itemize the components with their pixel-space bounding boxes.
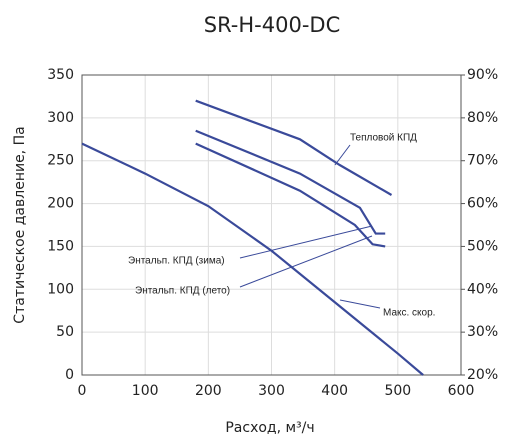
series-label: Энтальп. КПД (лето) (135, 286, 230, 297)
y2-tick-label: 40% (467, 281, 498, 297)
y2-tick-label: 80% (467, 110, 498, 126)
y2-tick-label: 60% (467, 196, 498, 212)
chart-title: SR-H-400-DC (204, 13, 341, 37)
x-tick-label: 500 (384, 383, 411, 399)
leader-line (339, 299, 381, 309)
leader-line (239, 235, 373, 288)
series-label: Тепловой КПД (350, 133, 417, 144)
y-tick-label: 0 (65, 367, 74, 383)
series-label: Макс. скор. (383, 308, 435, 319)
leader-line (239, 225, 373, 259)
x-tick-label: 100 (132, 383, 159, 399)
y-tick-label: 200 (47, 196, 74, 212)
x-tick-label: 300 (258, 383, 285, 399)
leader-line (334, 144, 351, 166)
y-axis-label: Статическое давление, Па (12, 126, 28, 323)
plot-frame (81, 74, 462, 376)
y-tick-label: 150 (47, 238, 74, 254)
y-tick-label: 350 (47, 67, 74, 83)
y-tick-label: 100 (47, 281, 74, 297)
y2-tick-label: 90% (467, 67, 498, 83)
series-label: Энтальп. КПД (зима) (128, 256, 225, 267)
y2-tick-label: 50% (467, 238, 498, 254)
x-tick-label: 400 (321, 383, 348, 399)
x-tick-label: 0 (78, 383, 87, 399)
y2-tick-label: 20% (467, 367, 498, 383)
x-tick-label: 200 (195, 383, 222, 399)
series-line (195, 129, 386, 235)
series-line (195, 99, 393, 196)
x-tick-label: 600 (448, 383, 475, 399)
series-line (195, 142, 386, 248)
y-tick-label: 50 (56, 324, 74, 340)
y2-tick-label: 30% (467, 324, 498, 340)
y-tick-label: 250 (47, 153, 74, 169)
y2-tick-label: 70% (467, 153, 498, 169)
x-axis-label: Расход, м³/ч (225, 420, 314, 436)
y-tick-label: 300 (47, 110, 74, 126)
